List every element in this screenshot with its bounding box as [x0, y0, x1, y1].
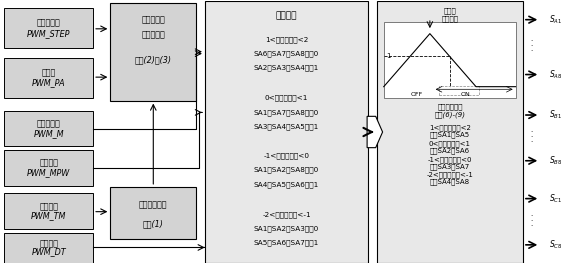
Text: 公式(1): 公式(1)	[143, 219, 164, 228]
FancyBboxPatch shape	[110, 187, 196, 239]
Text: 正弦调制波: 正弦调制波	[142, 16, 165, 25]
Text: 公式(2)、(3): 公式(2)、(3)	[135, 55, 172, 64]
Text: PWM_DT: PWM_DT	[31, 247, 66, 256]
FancyBboxPatch shape	[377, 1, 523, 263]
Text: 1<正弦调制波<2: 1<正弦调制波<2	[265, 36, 308, 43]
Text: SA3、SA4、SA5恒为1: SA3、SA4、SA5恒为1	[254, 124, 319, 130]
Text: 函数查找表: 函数查找表	[142, 31, 165, 40]
Text: 0<正弦调制波<1: 0<正弦调制波<1	[429, 140, 471, 147]
Text: ·
·
·: · · ·	[530, 38, 533, 54]
Text: -1<正弦调制波<0: -1<正弦调制波<0	[264, 152, 309, 159]
Text: PWM_TM: PWM_TM	[31, 211, 66, 220]
FancyBboxPatch shape	[4, 150, 93, 186]
FancyBboxPatch shape	[4, 233, 93, 263]
Text: 开关周期: 开关周期	[39, 202, 58, 211]
Text: 1: 1	[386, 53, 391, 59]
Text: -2<正弦调制波<-1: -2<正弦调制波<-1	[262, 211, 311, 218]
Text: ·
·
·: · · ·	[530, 213, 533, 229]
Text: PWM_STEP: PWM_STEP	[27, 29, 70, 38]
Text: SA2、SA3、SA4恒为1: SA2、SA3、SA4恒为1	[254, 65, 319, 71]
Text: $S_{C1}$: $S_{C1}$	[549, 192, 562, 205]
Text: 控制SA2、SA6: 控制SA2、SA6	[430, 148, 470, 154]
Text: 0<正弦调制波<1: 0<正弦调制波<1	[265, 95, 308, 101]
FancyBboxPatch shape	[205, 1, 368, 263]
Text: 死区时间: 死区时间	[39, 239, 58, 248]
Text: ON: ON	[461, 92, 471, 97]
Text: SA5、SA6、SA7恒为1: SA5、SA6、SA7恒为1	[254, 240, 319, 246]
FancyArrow shape	[367, 116, 382, 148]
Text: -1<正弦调制波<0: -1<正弦调制波<0	[428, 156, 472, 163]
Text: SA1、SA7、SA8恒为0: SA1、SA7、SA8恒为0	[254, 109, 319, 116]
FancyBboxPatch shape	[4, 111, 93, 146]
Text: SA6、SA7、SA8恒为0: SA6、SA7、SA8恒为0	[254, 50, 319, 57]
Text: 控制SA4、SA8: 控制SA4、SA8	[430, 179, 470, 185]
Text: SA1、SA2、SA3恒为0: SA1、SA2、SA3恒为0	[254, 225, 319, 232]
Text: 采样值: 采样值	[444, 7, 456, 14]
FancyBboxPatch shape	[4, 194, 93, 229]
Text: SA1、SA2、SA8恒为0: SA1、SA2、SA8恒为0	[254, 167, 319, 173]
FancyBboxPatch shape	[110, 3, 196, 101]
Text: 幅值调制比: 幅值调制比	[37, 120, 60, 129]
Text: 控制SA3、SA7: 控制SA3、SA7	[430, 163, 470, 170]
Text: OFF: OFF	[411, 92, 423, 97]
Text: 同步信号发生: 同步信号发生	[139, 201, 168, 210]
Text: 调制波步长: 调制波步长	[37, 18, 60, 27]
Text: $S_{C8}$: $S_{C8}$	[549, 239, 562, 251]
Text: 最小脉宽: 最小脉宽	[39, 159, 58, 168]
Text: ·
·
·: · · ·	[530, 129, 533, 145]
Text: 公式(6)-(9): 公式(6)-(9)	[434, 112, 465, 118]
Text: $S_{B1}$: $S_{B1}$	[549, 109, 562, 121]
FancyBboxPatch shape	[384, 22, 516, 98]
Text: SA4、SA5、SA6恒为1: SA4、SA5、SA6恒为1	[254, 181, 319, 187]
Text: -2<正弦调制波<-1: -2<正弦调制波<-1	[426, 172, 473, 178]
Text: 开关周期: 开关周期	[441, 15, 458, 22]
FancyBboxPatch shape	[4, 8, 93, 48]
Text: PWM_MPW: PWM_MPW	[27, 168, 70, 177]
Text: 控制SA1、SA5: 控制SA1、SA5	[430, 132, 470, 138]
Text: 开关时间计算: 开关时间计算	[437, 104, 463, 111]
Text: 初相角: 初相角	[41, 68, 56, 77]
Text: $S_{A1}$: $S_{A1}$	[549, 13, 562, 26]
Text: PWM_PA: PWM_PA	[32, 79, 66, 88]
Text: 1<正弦调制波<2: 1<正弦调制波<2	[429, 125, 471, 131]
Text: $S_{A8}$: $S_{A8}$	[549, 68, 562, 81]
Text: 区间判断: 区间判断	[276, 11, 297, 20]
FancyBboxPatch shape	[4, 58, 93, 98]
Text: PWM_M: PWM_M	[33, 129, 64, 138]
Text: $S_{B8}$: $S_{B8}$	[549, 154, 562, 167]
